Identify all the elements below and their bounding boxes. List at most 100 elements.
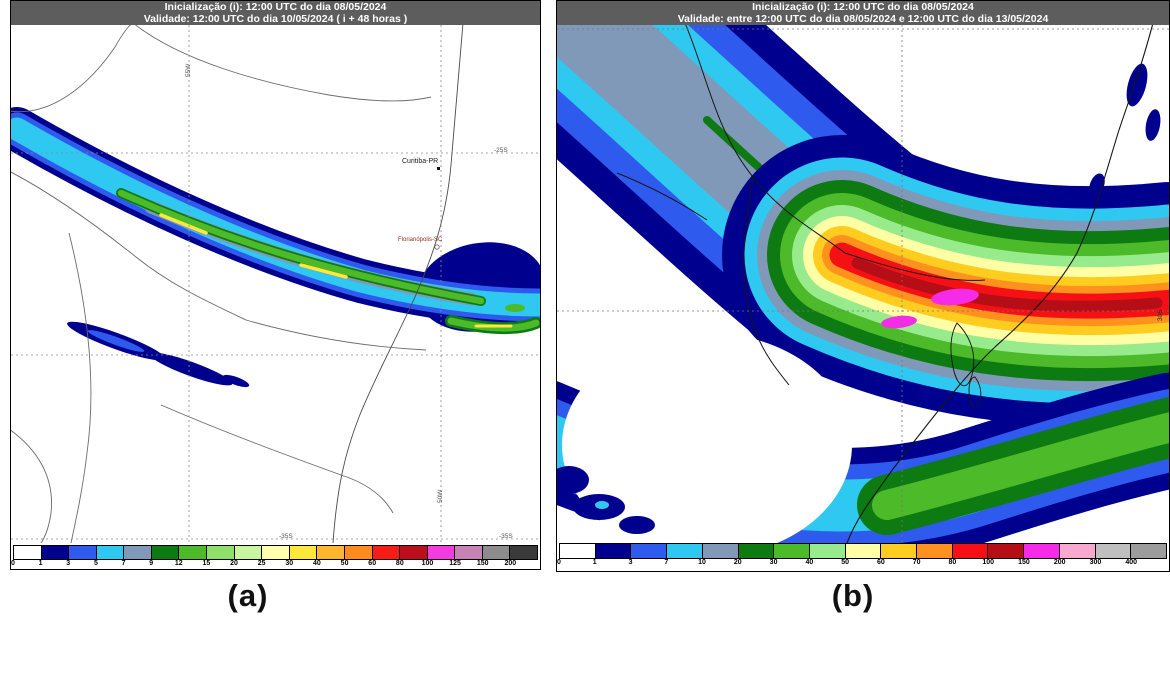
colorbar-a-ticks: 0 1 3 5 7 9 12 15 20 25 30 40 50 60 80 100 125 150 200 (11, 560, 538, 569)
colorbar-swatch (988, 544, 1025, 558)
grid-label-35s-right: -35S (499, 533, 513, 540)
colorbar-tick: 200 (504, 560, 517, 567)
colorbar-tick: 40 (805, 559, 814, 566)
colorbar-swatch (667, 544, 703, 558)
map-area-a: Curitiba-PR Florianópolis-SC -25S -35S -… (11, 25, 540, 545)
colorbar-tick: 150 (1018, 559, 1030, 566)
colorbar-swatch (510, 546, 537, 559)
colorbar-tick: 50 (841, 559, 850, 566)
colorbar-swatch (1024, 544, 1060, 558)
forecast-header-a: Inicialização (i): 12:00 UTC do dia 08/0… (11, 1, 540, 25)
grid-label-30s: 30S (1157, 309, 1164, 321)
colorbar-swatch (124, 546, 152, 559)
colorbar-tick: 0 (557, 559, 561, 566)
colorbar-tick: 200 (1053, 559, 1066, 566)
colorbar-tick: 80 (395, 560, 404, 567)
colorbar-tick: 1 (592, 559, 597, 566)
colorbar-swatch (560, 544, 596, 558)
colorbar-tick: 9 (149, 560, 154, 567)
city-label-curitiba: Curitiba-PR (402, 158, 439, 165)
grid-label-35s-left: -35S (279, 533, 293, 540)
colorbar-swatch (738, 544, 775, 558)
colorbar-tick: 80 (948, 559, 957, 566)
colorbar-tick: 3 (66, 560, 71, 567)
colorbar-swatch (881, 544, 918, 558)
map-area-b: 30S (557, 25, 1169, 543)
colorbar-swatch (179, 546, 208, 559)
colorbar-swatch (1131, 544, 1166, 558)
colorbar-swatch (262, 546, 290, 559)
caption-b: (b) (831, 578, 875, 613)
colorbar-swatch (372, 546, 401, 559)
colorbar-swatch (151, 546, 180, 559)
colorbar-tick: 300 (1089, 559, 1102, 566)
grid-label-55w: 55W (185, 63, 192, 77)
precipitation-map-a-svg (11, 25, 540, 545)
colorbar-tick: 7 (664, 559, 669, 566)
colorbar-swatch (482, 546, 511, 559)
colorbar-swatch (1059, 544, 1096, 558)
colorbar-b-swatches (559, 543, 1167, 559)
colorbar-tick: 5 (93, 560, 98, 567)
map-panel-a: Inicialização (i): 12:00 UTC do dia 08/0… (10, 0, 541, 570)
header-line1-a: Inicialização (i): 12:00 UTC do dia 08/0… (164, 1, 387, 13)
colorbar-tick: 50 (340, 560, 349, 567)
colorbar-swatch (41, 546, 70, 559)
colorbar-swatch (317, 546, 345, 559)
colorbar-swatch (289, 546, 318, 559)
colorbar-tick: 100 (421, 560, 434, 567)
colorbar-tick: 30 (285, 560, 294, 567)
colorbar-tick: 40 (313, 560, 321, 567)
colorbar-swatch (344, 546, 373, 559)
caption-a: (a) (227, 578, 269, 613)
colorbar-swatch (595, 544, 632, 558)
grid-label-25s: -25S (494, 147, 508, 154)
colorbar-swatch (207, 546, 235, 559)
colorbar-tick: 60 (876, 559, 885, 566)
colorbar-swatch (917, 544, 953, 558)
colorbar-swatch (96, 546, 125, 559)
colorbar-swatch (1095, 544, 1132, 558)
colorbar-tick: 1 (38, 560, 43, 567)
city-marker-curitiba (437, 167, 440, 170)
colorbar-tick: 125 (449, 560, 461, 567)
colorbar-tick: 20 (733, 559, 742, 566)
header-line2-b: Validade: entre 12:00 UTC do dia 08/05/2… (677, 13, 1049, 25)
colorbar-tick: 100 (982, 559, 995, 566)
colorbar-swatch (69, 546, 97, 559)
colorbar-tick: 12 (174, 560, 183, 567)
colorbar-tick: 25 (257, 560, 266, 567)
colorbar-swatch (14, 546, 42, 559)
colorbar-tick: 20 (230, 560, 238, 567)
colorbar-tick: 150 (476, 560, 489, 567)
colorbar-swatch (774, 544, 810, 558)
colorbar-swatch (631, 544, 668, 558)
colorbar-swatch (400, 546, 428, 559)
header-line2-a: Validade: 12:00 UTC do dia 10/05/2024 ( … (143, 13, 408, 25)
colorbar-tick: 10 (698, 559, 706, 566)
colorbar-tick: 60 (368, 560, 377, 567)
colorbar-a: 0 1 3 5 7 9 12 15 20 25 30 40 50 60 80 100 125 150 200 (11, 545, 540, 569)
colorbar-swatch (952, 544, 989, 558)
colorbar-swatch (702, 544, 739, 558)
colorbar-tick: 15 (202, 560, 211, 567)
colorbar-tick: 70 (912, 559, 921, 566)
colorbar-b: 0 1 3 7 10 20 30 40 50 60 70 80 100 150 200 300 400 (557, 543, 1169, 571)
city-label-florianopolis: Florianópolis-SC (398, 237, 443, 243)
forecast-header-b: Inicialização (i): 12:00 UTC do dia 08/0… (557, 1, 1169, 25)
colorbar-swatch (809, 544, 846, 558)
colorbar-tick: 400 (1125, 559, 1138, 566)
colorbar-swatch (845, 544, 882, 558)
colorbar-tick: 0 (11, 560, 15, 567)
colorbar-tick: 30 (769, 559, 778, 566)
colorbar-swatch (455, 546, 483, 559)
header-line1-b: Inicialização (i): 12:00 UTC do dia 08/0… (752, 1, 974, 13)
colorbar-tick: 7 (121, 560, 126, 567)
colorbar-tick: 3 (628, 559, 633, 566)
grid-label-50w: 50W (437, 489, 444, 503)
precipitation-map-b-svg (557, 25, 1169, 543)
colorbar-b-ticks: 0 1 3 7 10 20 30 40 50 60 70 80 100 150 200 300 400 (557, 559, 1167, 568)
map-panel-b: Inicialização (i): 12:00 UTC do dia 08/0… (556, 0, 1170, 572)
colorbar-swatch (234, 546, 263, 559)
colorbar-swatch (427, 546, 456, 559)
